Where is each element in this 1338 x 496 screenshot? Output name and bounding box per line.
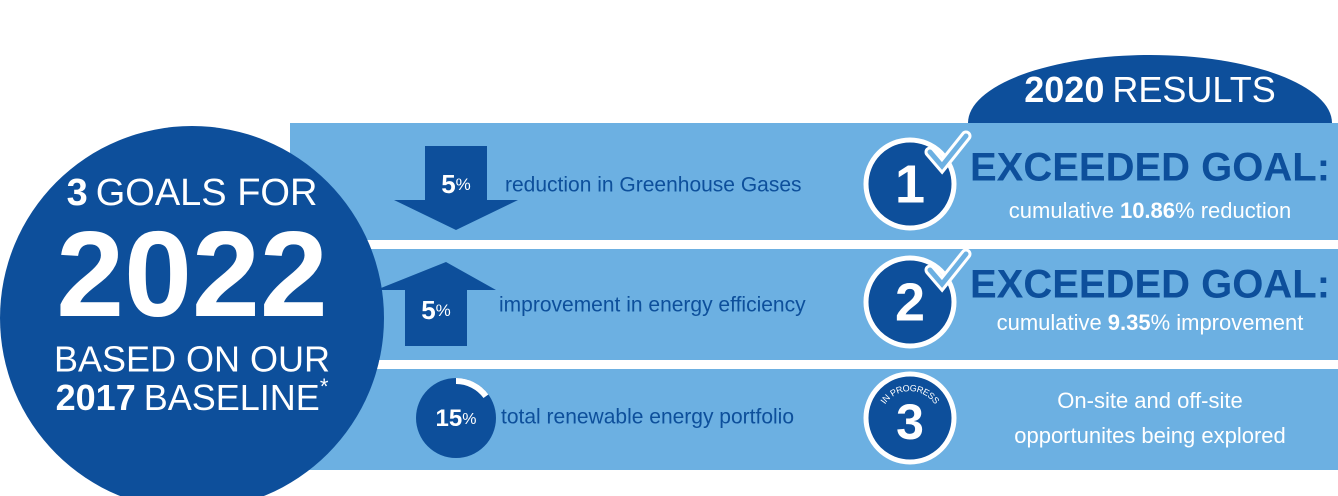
result-detail: cumulative 9.35% improvement — [997, 310, 1304, 335]
result-title: EXCEEDED GOAL: — [970, 146, 1330, 190]
goal-value: 5% — [421, 295, 451, 325]
result-line: On-site and off-site — [1057, 388, 1242, 413]
baseline-year: 2017 — [56, 377, 136, 418]
result-title: EXCEEDED GOAL: — [970, 263, 1330, 307]
badge-number: 3 — [896, 394, 924, 450]
unit: % — [436, 301, 451, 320]
baseline: 2017 BASELINE* — [56, 374, 329, 418]
header-text: RESULTS — [1112, 69, 1275, 110]
up-arrow — [376, 262, 496, 346]
prefix: cumulative — [1009, 198, 1114, 223]
unit: % — [456, 175, 471, 194]
goal-text: reduction in Greenhouse Gases — [505, 174, 802, 197]
value: 15 — [436, 405, 463, 432]
prefix: cumulative — [997, 310, 1102, 335]
goals-count: 3 GOALS FOR — [67, 172, 318, 214]
suffix: % improvement — [1151, 310, 1304, 335]
goal-text: total renewable energy portfolio — [501, 406, 794, 429]
goal-value: 15% — [436, 405, 477, 432]
ring-circle — [416, 378, 496, 458]
header-year: 2020 — [1024, 69, 1104, 110]
result-detail: cumulative 10.86% reduction — [1009, 198, 1291, 223]
results-dome — [968, 55, 1332, 123]
badge-number: 2 — [895, 272, 925, 332]
badge — [863, 371, 957, 465]
value: 5 — [441, 169, 455, 199]
result-value: 9.35 — [1108, 310, 1151, 335]
goals-circle — [0, 126, 384, 496]
count: 3 — [67, 172, 88, 214]
goal-text: improvement in energy efficiency — [499, 294, 806, 317]
goals-year: 2022 — [56, 206, 327, 342]
based-on: BASED ON OUR — [54, 339, 330, 380]
check — [927, 251, 969, 288]
progress-arc — [455, 378, 489, 399]
count-text: GOALS FOR — [96, 172, 318, 214]
goal-value: 5% — [441, 169, 471, 199]
value: 5 — [421, 295, 435, 325]
number-badges: 1 2 3 IN PROGRESS — [863, 130, 972, 465]
badge-number: 1 — [895, 154, 925, 214]
down-arrow — [394, 146, 518, 230]
unit: % — [462, 411, 476, 428]
check — [927, 133, 969, 170]
result-value: 10.86 — [1120, 198, 1175, 223]
result-line: opportunites being explored — [1014, 423, 1286, 448]
footnote: * — [320, 374, 329, 399]
suffix: % reduction — [1175, 198, 1291, 223]
baseline-text: BASELINE — [144, 377, 320, 418]
results-header: 2020 RESULTS — [1024, 69, 1275, 110]
